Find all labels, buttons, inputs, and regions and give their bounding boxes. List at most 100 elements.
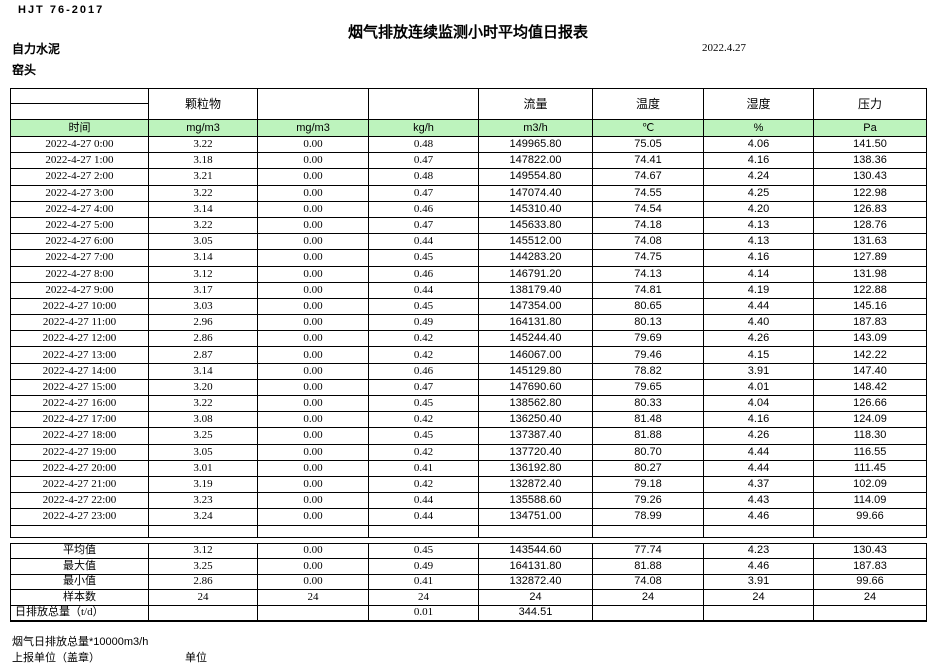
cell: 0.42 [368,330,479,348]
cell [703,536,814,544]
cell: 141.50 [813,135,927,154]
cell: 74.54 [592,200,704,218]
cell: 0.00 [257,346,369,364]
cell [478,524,593,538]
cell: 116.55 [813,443,927,461]
cell: 0.00 [257,233,369,251]
cell: 0.00 [257,297,369,316]
cell: 0.41 [368,573,479,590]
table-row: 2022-4-27 17:00 3.08 0.00 0.42 136250.40 81.4… [10,411,927,429]
cell: 135588.60 [478,492,593,510]
cell: 0.44 [368,233,479,251]
cell: 4.13 [703,216,814,235]
cell [257,524,369,538]
cell: 4.44 [703,443,814,461]
cell: 3.22 [148,216,258,235]
cell: 143.09 [813,330,927,348]
cell: 3.14 [148,362,258,380]
cell: 79.46 [592,346,704,364]
cell: 0.00 [257,459,369,477]
time-header-split-cell [10,88,149,120]
cell: 81.88 [592,558,704,575]
cell: 2.87 [148,346,258,364]
cell: 0.45 [368,427,479,445]
cell: 0.00 [257,152,369,170]
cell: 0.47 [368,184,479,202]
cell: 144283.20 [478,249,593,267]
cell [368,536,479,544]
cell: 0.49 [368,314,479,332]
cell: 149965.80 [478,135,593,154]
cell: 3.20 [148,378,258,397]
cell: 3.19 [148,475,258,494]
table-row: 2022-4-27 11:00 2.96 0.00 0.49 164131.80 80.1… [10,314,927,332]
cell: 0.00 [257,200,369,218]
cell: 136250.40 [478,411,593,429]
cell [703,524,814,538]
footnote-flow-total: 烟气日排放总量*10000m3/h [12,636,149,648]
table-row: 2022-4-27 4:00 3.14 0.00 0.46 145310.40 74.54… [10,200,927,218]
cell: 126.83 [813,200,927,218]
col-group-temperature: 温度 [592,88,704,120]
cell: 2022-4-27 11:00 [10,314,149,332]
cell: 79.18 [592,475,704,494]
cell: 74.41 [592,152,704,170]
col-group-particulate: 颗粒物 [148,88,258,120]
cell: 145310.40 [478,200,593,218]
table-row: 2022-4-27 13:00 2.87 0.00 0.42 146067.00 79.4… [10,346,927,364]
cell: 128.76 [813,216,927,235]
cell: 4.16 [703,249,814,267]
cell: 0.47 [368,216,479,235]
table-row: 2022-4-27 10:00 3.03 0.00 0.45 147354.00 80.6… [10,297,927,316]
cell: 147.40 [813,362,927,380]
footnote-reporting-unit: 上报单位（盖章） [12,652,100,664]
cell: 145.16 [813,297,927,316]
cell: 4.26 [703,427,814,445]
table-row: 2022-4-27 0:00 3.22 0.00 0.48 149965.80 75.05… [10,135,927,154]
table-group-header-row: 颗粒物 流量 温度 湿度 压力 [10,88,927,120]
cell: 79.26 [592,492,704,510]
cell [10,536,149,544]
cell: 102.09 [813,475,927,494]
cell: 24 [368,589,479,606]
cell [592,536,704,544]
cell: 2022-4-27 14:00 [10,362,149,380]
cell: 164131.80 [478,314,593,332]
table-row: 2022-4-27 1:00 3.18 0.00 0.47 147822.00 74.41… [10,152,927,170]
cell: 3.17 [148,281,258,299]
table-row: 2022-4-27 2:00 3.21 0.00 0.48 149554.80 74.67… [10,168,927,186]
cell: 145512.00 [478,233,593,251]
cell: 147354.00 [478,297,593,316]
cell: 3.14 [148,249,258,267]
cell: 2.96 [148,314,258,332]
cell: 3.05 [148,443,258,461]
cell: 0.45 [368,249,479,267]
cell: 145129.80 [478,362,593,380]
cell: 0.00 [257,314,369,332]
cell [592,604,704,622]
cell: 0.00 [257,281,369,299]
split-top-subcell [11,90,148,104]
table-row: 2022-4-27 5:00 3.22 0.00 0.47 145633.80 74.18… [10,216,927,235]
cell: 4.37 [703,475,814,494]
cell: 80.65 [592,297,704,316]
cell: 日排放总量（t/d） [10,604,149,622]
col-group-flow: 流量 [478,88,593,120]
report-date: 2022.4.27 [702,42,746,54]
cell: 0.00 [257,135,369,154]
cell: 0.46 [368,265,479,283]
cell: 2022-4-27 9:00 [10,281,149,299]
cell: 4.15 [703,346,814,364]
cell: 0.00 [257,249,369,267]
cell: 3.25 [148,558,258,575]
cell: 0.42 [368,443,479,461]
cell: 127.89 [813,249,927,267]
cell: 2022-4-27 3:00 [10,184,149,202]
summary-row: 最小值 2.86 0.00 0.41 132872.40 74.08 3.91 99.66 [10,573,927,590]
table-row: 2022-4-27 16:00 3.22 0.00 0.45 138562.80 80.3… [10,394,927,413]
cell: 2022-4-27 1:00 [10,152,149,170]
cell: 4.20 [703,200,814,218]
cell: 0.00 [257,216,369,235]
cell: 0.00 [257,378,369,397]
split-bottom-subcell [12,104,148,119]
